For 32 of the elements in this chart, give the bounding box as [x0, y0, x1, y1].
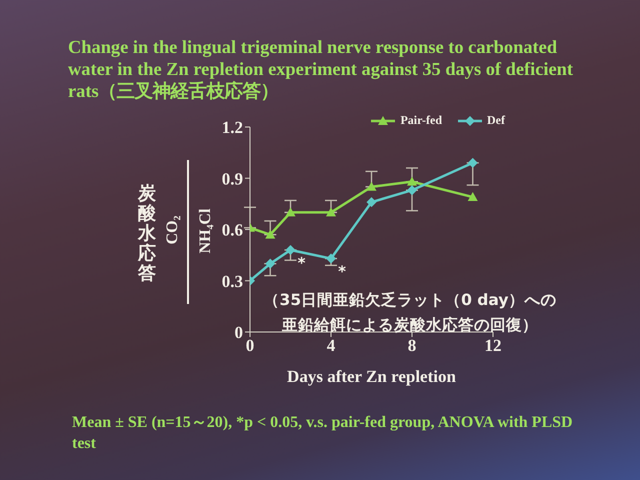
point	[468, 192, 478, 202]
x-axis-title: Days after Zn repletion	[287, 367, 456, 386]
y-tick-label: 0.6	[222, 220, 243, 240]
annotation: *	[338, 262, 346, 281]
point	[286, 245, 296, 255]
text: NH₄Cl	[197, 208, 215, 256]
point	[286, 207, 296, 216]
annotation: *	[298, 254, 306, 272]
legend-label: Pair-fed	[400, 113, 442, 128]
annotation: （35日間亜鉛欠乏ラット（0 day）への	[262, 290, 558, 310]
y-tick-label: 1.2	[222, 118, 243, 138]
legend-label: Def	[487, 113, 505, 128]
annotation: 亜鉛給餌による炭酸水応答の回復）	[281, 315, 539, 335]
point	[407, 185, 417, 196]
y-axis-title: 炭酸水応答	[137, 183, 157, 284]
y-tick-label: 0.9	[222, 169, 243, 188]
text: CO₂	[164, 214, 182, 246]
y-tick-label: 0	[234, 323, 243, 342]
x-tick-label: 4	[326, 336, 336, 356]
chart-title: Change in the lingual trigeminal nerve response to carbonated water in the Zn repletion experiment against 35 days of deficient rats（三叉神経舌枝応答）	[68, 36, 574, 102]
x-tick-label: 8	[408, 336, 416, 356]
point	[366, 197, 376, 208]
point	[265, 258, 276, 269]
x-tick-label: 12	[484, 336, 502, 356]
point	[468, 158, 478, 168]
point	[407, 176, 417, 186]
point	[265, 230, 276, 239]
text: Mean ± SE (n=15～20), *p < 0.05, v.s. pair-fed group, ANOVA with PLSD test	[72, 413, 574, 454]
point	[366, 182, 376, 191]
y-tick-label: 0.3	[222, 272, 243, 291]
point	[326, 254, 336, 264]
point	[326, 207, 336, 216]
